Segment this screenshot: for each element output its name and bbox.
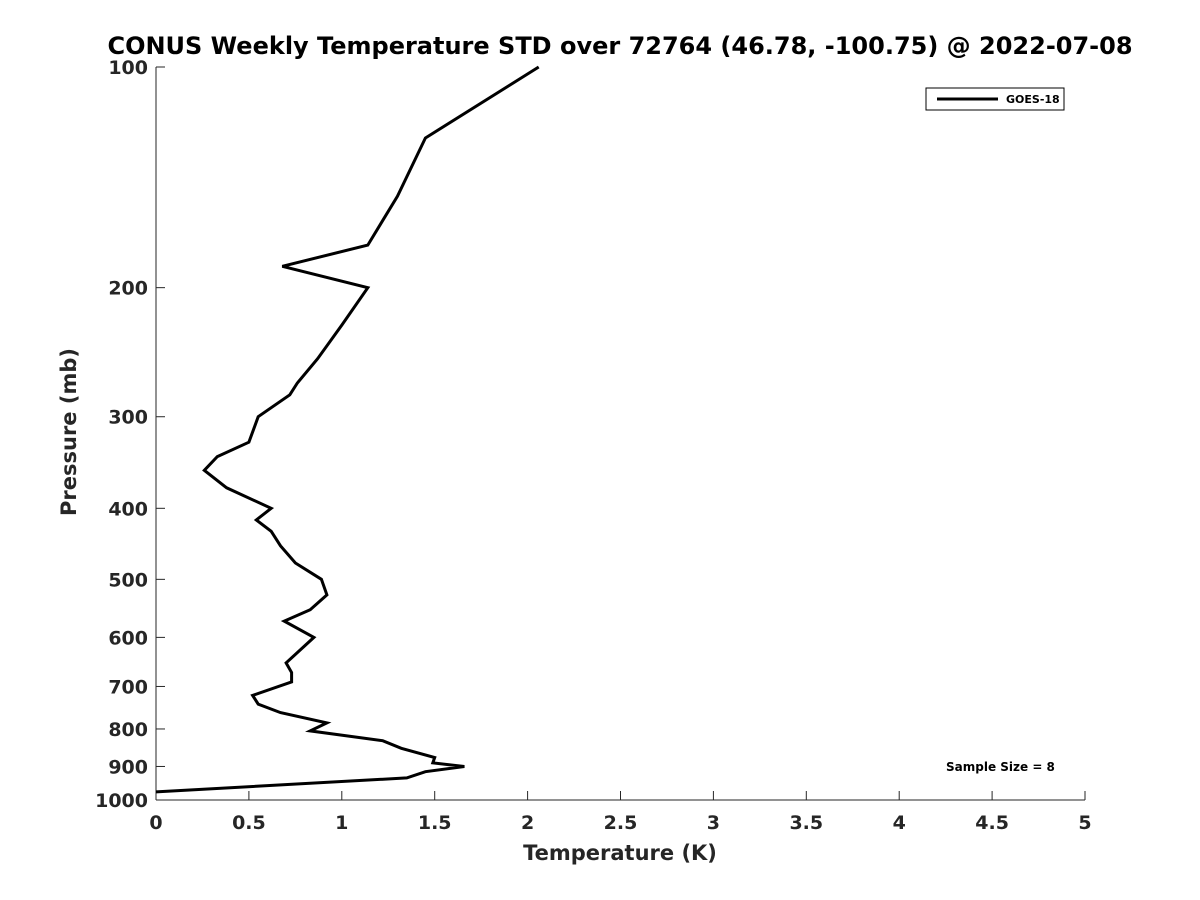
x-tick-label: 0.5 <box>232 812 266 834</box>
legend-label-goes-18: GOES-18 <box>1006 93 1060 106</box>
y-tick-label: 400 <box>108 498 148 520</box>
y-tick-label: 500 <box>108 569 148 591</box>
chart-title: CONUS Weekly Temperature STD over 72764 … <box>107 32 1132 60</box>
y-tick-label: 700 <box>108 676 148 698</box>
legend: GOES-18 <box>925 87 1065 111</box>
y-axis-label: Pressure (mb) <box>57 348 81 516</box>
x-tick-label: 3.5 <box>789 812 823 834</box>
axes <box>155 67 1085 801</box>
y-tick-label: 900 <box>108 756 148 778</box>
x-axis-ticks: 0 0.5 1 1.5 2 2.5 3 3.5 4 4.5 5 <box>149 791 1092 834</box>
x-tick-label: 4 <box>893 812 906 834</box>
series-line-goes-18 <box>155 65 540 794</box>
data-series <box>155 65 540 794</box>
x-tick-label: 1 <box>335 812 348 834</box>
y-tick-label: 300 <box>108 407 148 429</box>
x-tick-label: 4.5 <box>975 812 1009 834</box>
x-tick-label: 5 <box>1078 812 1091 834</box>
x-tick-label: 2 <box>521 812 534 834</box>
sample-size-annotation: Sample Size = 8 <box>946 760 1055 774</box>
y-axis-ticks: 100 200 300 400 500 600 700 800 900 1000 <box>95 57 165 812</box>
y-tick-label: 100 <box>108 57 148 79</box>
x-axis-label: Temperature (K) <box>523 841 717 865</box>
y-tick-label: 200 <box>108 278 148 300</box>
x-tick-label: 1.5 <box>418 812 452 834</box>
y-tick-label: 1000 <box>95 790 148 812</box>
y-tick-label: 600 <box>108 627 148 649</box>
y-tick-label: 800 <box>108 719 148 741</box>
x-tick-label: 2.5 <box>604 812 638 834</box>
x-tick-label: 3 <box>707 812 720 834</box>
x-tick-label: 0 <box>149 812 162 834</box>
